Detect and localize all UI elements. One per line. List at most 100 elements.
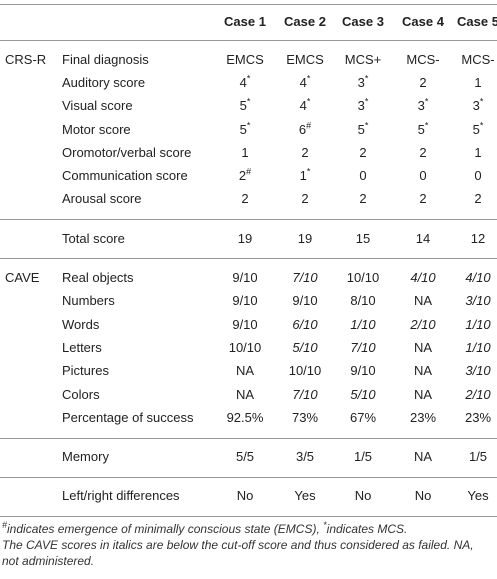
rule	[0, 219, 497, 221]
cell: 3*	[472, 96, 484, 114]
cell: 2#	[239, 167, 251, 184]
row-name: Final diagnosis	[62, 51, 149, 67]
cell: 2	[419, 75, 426, 91]
cell-text: No	[236, 488, 254, 504]
cell-text: 2	[419, 144, 427, 160]
cell: 7/10	[292, 387, 317, 403]
cell-text: NA	[413, 386, 433, 402]
cell: 0	[359, 168, 366, 184]
cell: 9/10	[232, 317, 257, 333]
cell: EMCS	[226, 52, 264, 68]
cell: 10/10	[229, 340, 262, 356]
cell: 2/10	[465, 387, 490, 403]
row-name: Percentage of success	[62, 409, 194, 425]
cell: 2/10	[410, 317, 435, 333]
cell-text: 6	[298, 121, 307, 137]
rule	[0, 4, 497, 5]
cell-text: 23%	[464, 409, 492, 425]
rule	[0, 437, 497, 439]
cell: 19	[298, 231, 312, 247]
cell-text: NA	[413, 449, 433, 465]
cell: 3*	[358, 74, 369, 91]
cell-text: 9/10	[232, 316, 258, 332]
cell-text: 9/10	[232, 270, 258, 286]
row-name: Real objects	[62, 270, 134, 286]
cell-sup: *	[424, 120, 429, 131]
cell-text: EMCS	[286, 51, 324, 67]
cell: 4*	[300, 96, 311, 114]
cell: 5*	[472, 120, 484, 138]
cell-text: 0	[359, 168, 367, 184]
cell: 5/5	[236, 449, 254, 465]
cell-text: 5	[239, 121, 247, 137]
cell-text: 8/10	[350, 293, 376, 309]
cell: 5*	[358, 121, 369, 138]
cell: 7/10	[350, 340, 375, 356]
row-name: Colors	[62, 386, 100, 402]
cell-text: 1/5	[468, 449, 488, 465]
section-label: CRS-R	[5, 51, 47, 67]
footnote-sup: *	[323, 520, 327, 530]
cell: 1	[241, 145, 248, 161]
cell: 15	[356, 231, 370, 247]
cell-text: NA	[413, 293, 433, 309]
footnote-text: The CAVE scores in italics are below the…	[2, 538, 474, 568]
cell: MCS+	[345, 52, 381, 68]
row-name: Communication score	[62, 168, 188, 184]
cell-text: 15	[355, 230, 371, 246]
column-header: Case 3	[342, 14, 384, 29]
cell-text: MCS-	[406, 51, 440, 67]
cell-text: Yes	[467, 488, 489, 504]
cell-text: 2	[474, 191, 482, 207]
cell-text: 5	[472, 121, 480, 137]
cell: NA	[236, 363, 254, 379]
cell-text: 1/10	[465, 316, 491, 332]
cell-sup: #	[306, 120, 312, 131]
cell-sup: *	[479, 120, 484, 131]
footnote-text: indicates MCS.	[326, 522, 408, 536]
cell: NA	[414, 449, 432, 465]
cell: 9/10	[232, 270, 257, 286]
cell-text: No	[354, 488, 372, 504]
cell: 2	[419, 191, 426, 207]
cell-text: 2	[419, 74, 427, 90]
cell-text: 4	[239, 74, 247, 90]
footnote: The CAVE scores in italics are below the…	[2, 537, 492, 569]
cell-sup: *	[306, 73, 311, 84]
footnote: #indicates emergence of minimally consci…	[2, 521, 492, 537]
cell: 0	[419, 168, 426, 184]
rule	[0, 516, 497, 518]
cell: NA	[414, 363, 432, 379]
cell-text: Yes	[294, 488, 316, 504]
cell: 5/10	[292, 340, 317, 356]
cell-sup: *	[479, 96, 484, 107]
cell: 2	[359, 191, 366, 207]
cell-text: 3	[472, 98, 480, 114]
cell: 3*	[358, 97, 369, 114]
row-name: Words	[62, 316, 100, 332]
cell-text: NA	[413, 339, 433, 355]
column-header: Case 2	[284, 14, 326, 29]
cell: 1/10	[465, 340, 490, 356]
cell-sup: *	[306, 96, 311, 107]
row-name: Left/right differences	[62, 488, 180, 504]
cell: 1/10	[465, 317, 490, 333]
cell-text: 23%	[409, 409, 437, 425]
row-name: Pictures	[62, 363, 109, 379]
column-header: Case 4	[402, 14, 444, 29]
cell-text: MCS-	[461, 51, 495, 67]
cell-text: 12	[470, 230, 486, 246]
cell: 2	[474, 191, 481, 207]
rule	[0, 258, 497, 260]
cell: 5*	[239, 121, 251, 138]
cell: 12	[471, 231, 485, 247]
cell: 3/10	[465, 293, 490, 309]
cell-text: 5	[417, 121, 425, 137]
cell-text: 4/10	[465, 270, 491, 286]
cell-text: 5	[239, 98, 247, 114]
cell-text: 4/10	[410, 270, 436, 286]
cell-text: 5/5	[235, 449, 255, 465]
cell: 5*	[239, 97, 251, 114]
row-name: Oromotor/verbal score	[62, 144, 192, 160]
